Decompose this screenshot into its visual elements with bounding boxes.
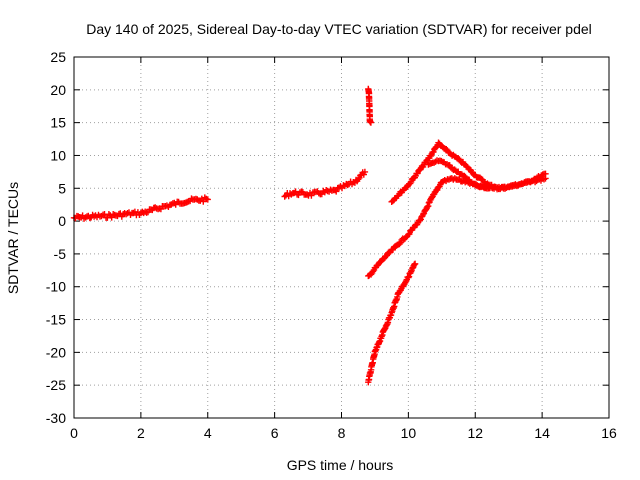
x-tick-label: 14 <box>534 425 550 441</box>
data-layer <box>70 85 549 386</box>
series-seg1 <box>70 194 211 222</box>
series-upper <box>388 139 549 205</box>
y-tick-label: -25 <box>46 377 66 393</box>
data-point <box>485 185 492 192</box>
data-point <box>411 260 419 267</box>
x-tick-label: 2 <box>137 425 145 441</box>
x-axis-label: GPS time / hours <box>287 457 394 473</box>
data-point <box>443 146 450 153</box>
y-tick-label: -15 <box>46 312 66 328</box>
data-point <box>369 268 377 275</box>
data-point <box>416 217 423 224</box>
data-point <box>355 176 362 183</box>
y-tick-label: -20 <box>46 344 66 360</box>
data-point <box>333 188 340 195</box>
y-tick-label: 15 <box>50 115 66 131</box>
y-tick-label: 25 <box>50 49 66 65</box>
data-point <box>455 155 462 162</box>
series-middle <box>365 175 549 280</box>
data-point <box>396 240 403 248</box>
y-tick-label: 20 <box>50 82 66 98</box>
y-tick-label: 0 <box>58 213 66 229</box>
series-isolated <box>365 85 375 126</box>
y-tick-label: -5 <box>54 246 67 262</box>
x-tick-label: 12 <box>467 425 483 441</box>
chart-title: Day 140 of 2025, Sidereal Day-to-day VTE… <box>86 21 592 37</box>
y-tick-label: 5 <box>58 180 66 196</box>
data-point <box>381 254 389 261</box>
series-lower <box>365 260 419 386</box>
x-tick-label: 10 <box>401 425 417 441</box>
x-tick-label: 8 <box>338 425 346 441</box>
y-tick-label: -30 <box>46 410 66 426</box>
y-axis-label: SDTVAR / TECUs <box>5 182 21 294</box>
y-tick-label: 10 <box>50 147 66 163</box>
plot-frame <box>73 56 610 419</box>
data-point <box>361 168 369 176</box>
data-point <box>451 175 458 182</box>
data-point <box>204 196 211 203</box>
data-point <box>163 202 171 209</box>
grid-layer <box>74 57 609 418</box>
data-point <box>344 181 351 189</box>
series-seg2 <box>281 168 369 200</box>
data-point <box>386 249 393 256</box>
x-tick-label: 0 <box>70 425 78 441</box>
x-tick-label: 16 <box>601 425 617 441</box>
data-point <box>542 175 549 182</box>
x-tick-label: 4 <box>204 425 212 441</box>
tick-layer: 0 2 4 6 8 10 12 14 16 -30 -25 -20 -15 -10 -5 0 5 10 15 20 25 <box>46 49 617 441</box>
data-point <box>367 119 375 126</box>
y-tick-label: -10 <box>46 279 66 295</box>
series-branch <box>425 157 492 192</box>
x-tick-label: 6 <box>271 425 279 441</box>
data-point <box>406 230 413 238</box>
